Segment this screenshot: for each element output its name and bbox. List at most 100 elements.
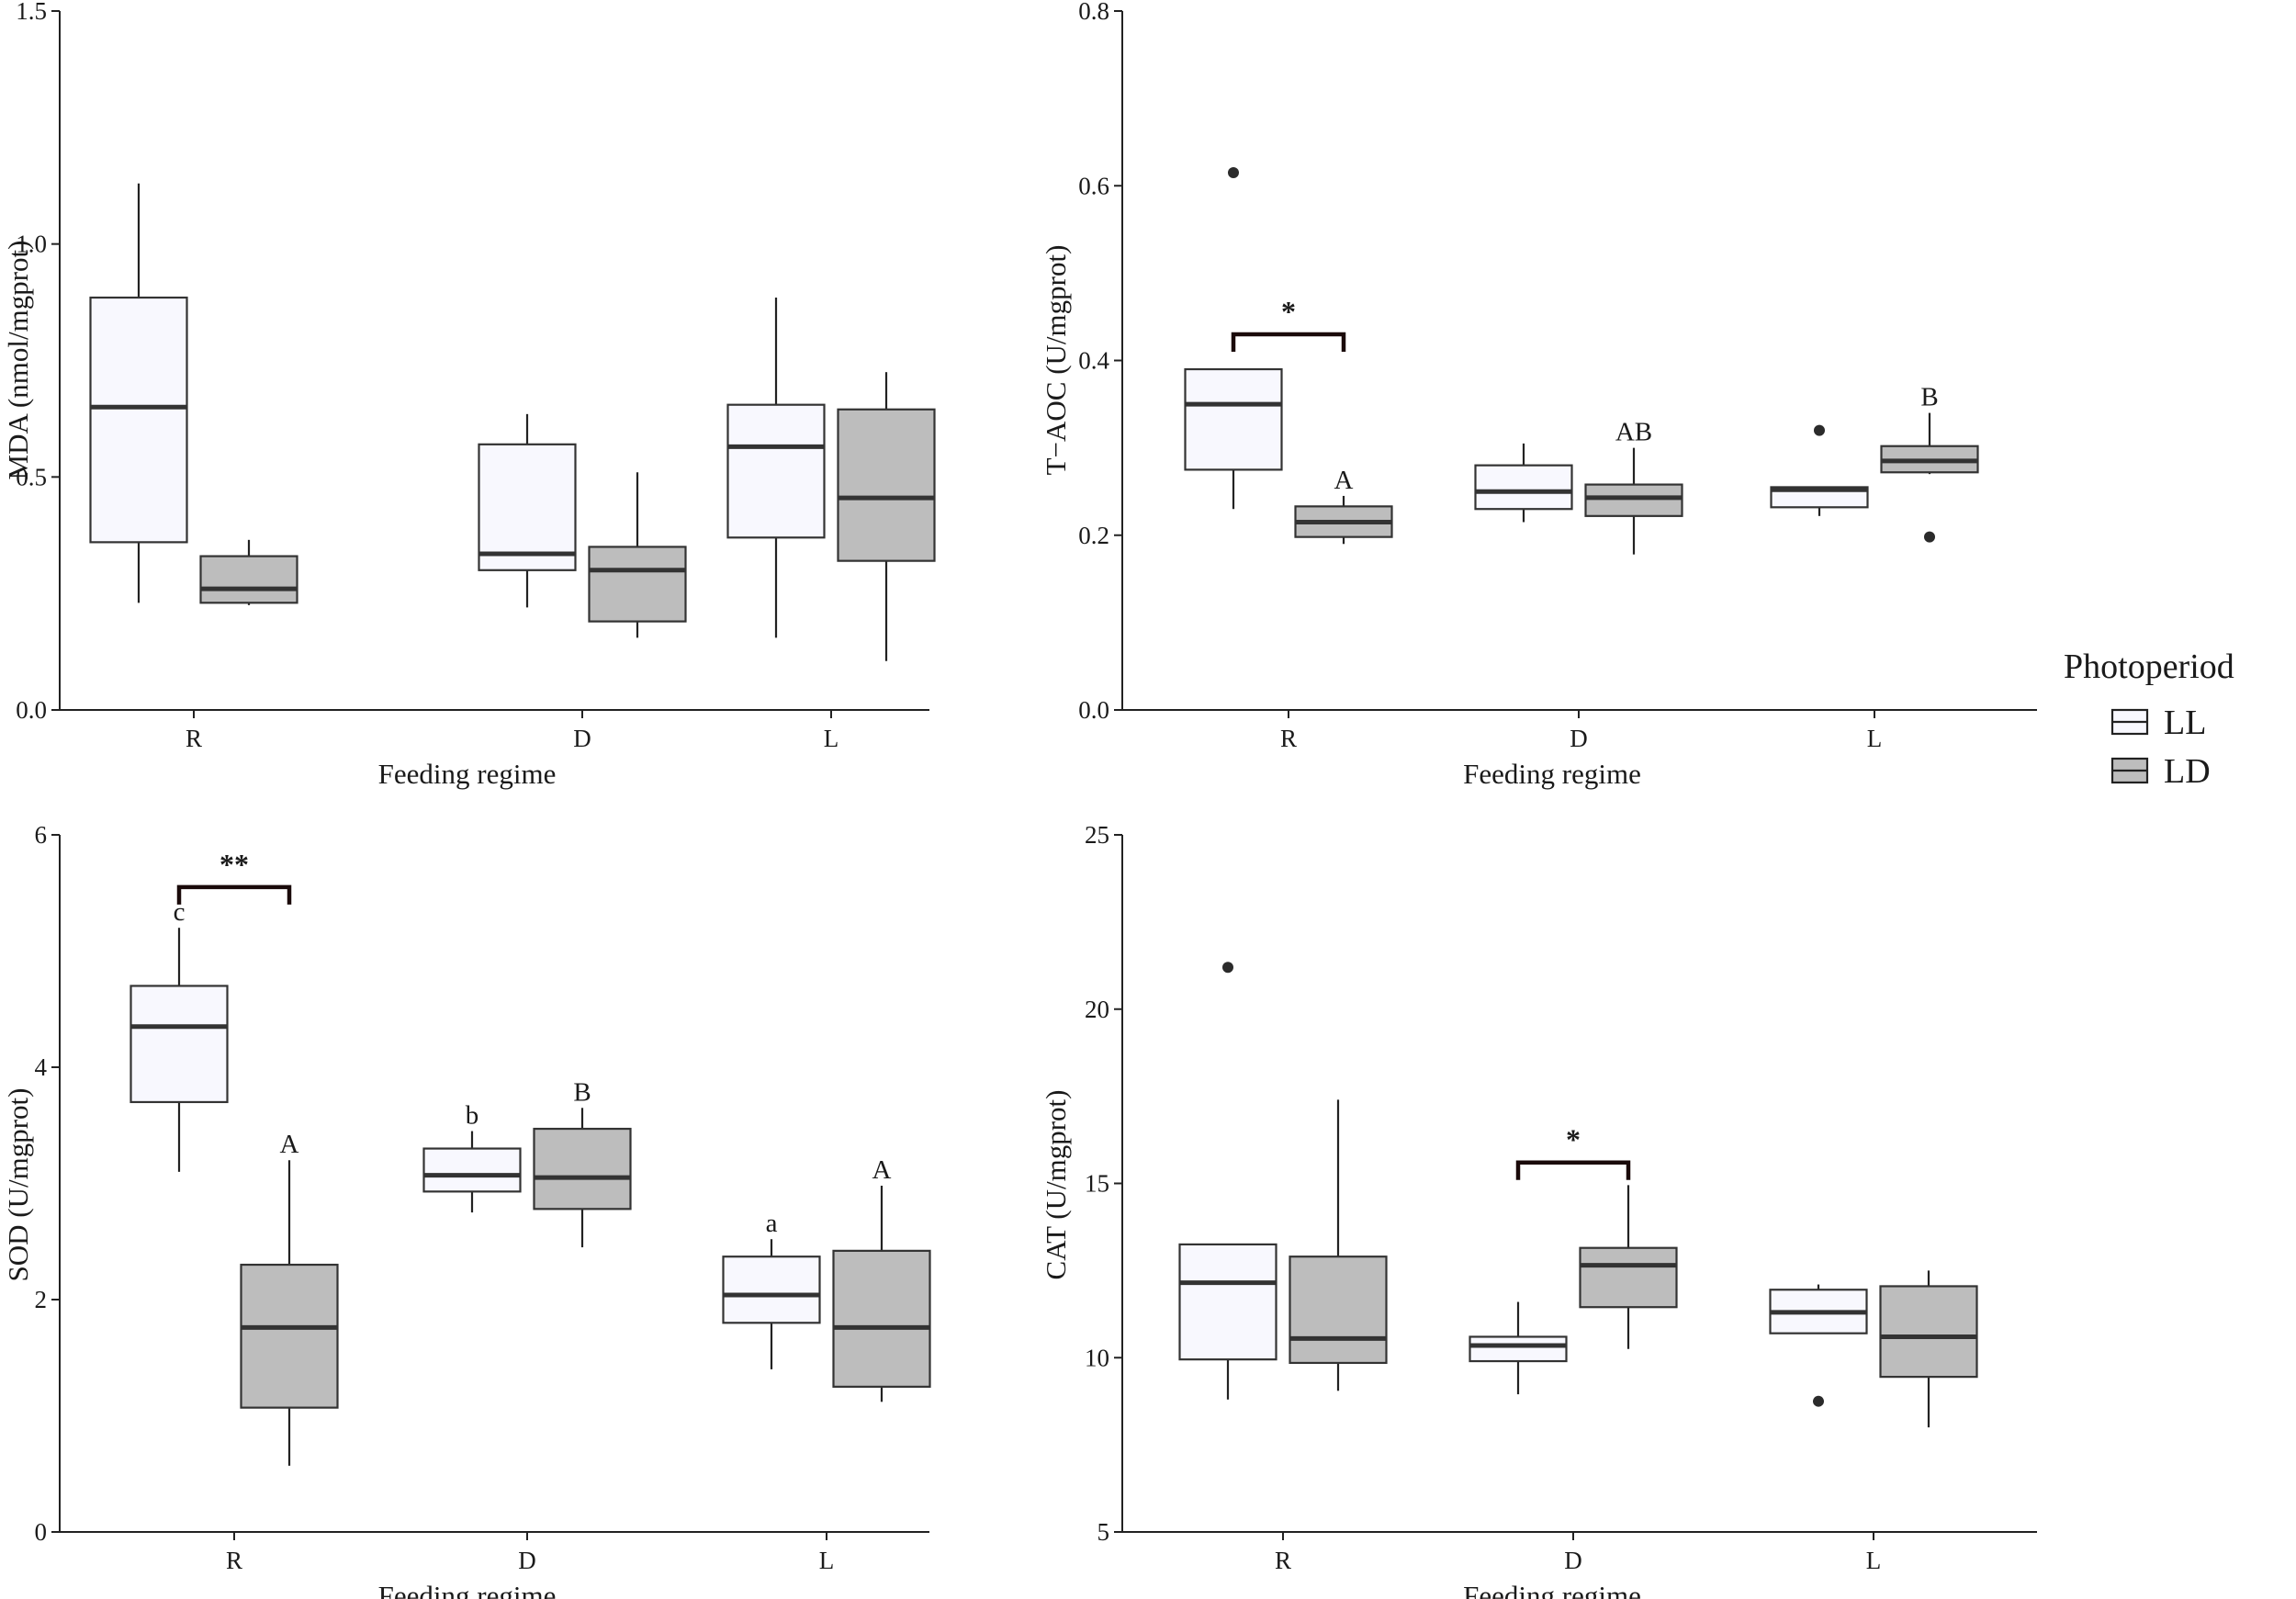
box-ll-l — [1769, 1284, 1868, 1407]
significance-letter: b — [466, 1101, 479, 1131]
significance-letter: A — [280, 1130, 299, 1159]
outlier-point — [1813, 1395, 1824, 1407]
box-iqr — [129, 985, 229, 1104]
box-ll-l — [722, 1239, 821, 1369]
box-iqr — [89, 296, 188, 544]
box-iqr — [1579, 1246, 1678, 1309]
legend: Photoperiod LL LD — [2064, 647, 2234, 791]
y-tick-label: 15 — [1085, 1170, 1109, 1198]
box-ld-r — [199, 539, 298, 605]
panel-mda: 0.0 0.5 1.0 1.5 R D L Feeding regime MDA (nmol/m… — [2, 0, 936, 790]
x-axis-title: Feeding regime — [1463, 1580, 1641, 1599]
box-ld-d — [533, 1108, 632, 1248]
outlier-point — [1228, 166, 1239, 178]
significance-letter: a — [766, 1209, 778, 1238]
x-axis-title: Feeding regime — [378, 1580, 557, 1599]
box-iqr — [588, 546, 687, 623]
x-tick-label: D — [1564, 1547, 1582, 1574]
box-ll-r — [1178, 962, 1277, 1400]
y-tick-label: 0 — [35, 1518, 48, 1546]
box-iqr — [1770, 486, 1869, 509]
x-axis-title: Feeding regime — [1463, 758, 1641, 790]
y-tick-label: 6 — [35, 821, 48, 849]
box-ld-d — [1584, 447, 1683, 555]
y-tick-label: 10 — [1085, 1344, 1109, 1371]
y-tick-label: 25 — [1085, 821, 1109, 849]
box-ll-d — [478, 413, 577, 608]
box-iqr — [533, 1127, 632, 1211]
box-iqr — [240, 1263, 339, 1409]
y-tick-label: 0.2 — [1078, 522, 1109, 549]
y-tick-label: 0.0 — [1078, 696, 1109, 724]
panel-sod: 0 2 4 6 R D L Feeding regime SOD (U/mgprot) c b a A B… — [2, 821, 931, 1599]
box-iqr — [832, 1249, 931, 1388]
y-tick-label: 5 — [1097, 1518, 1110, 1546]
box-iqr — [1178, 1243, 1277, 1361]
y-tick-label: 1.0 — [16, 231, 47, 258]
box-iqr — [1289, 1256, 1388, 1365]
y-tick-label: 0.6 — [1078, 172, 1109, 199]
y-tick-label: 0.5 — [16, 463, 47, 490]
y-axis-title: SOD (U/mgprot) — [2, 1088, 34, 1282]
box-ll-d — [1474, 443, 1573, 523]
box-ld-l — [1879, 1270, 1978, 1428]
box-ld-r — [1289, 1099, 1388, 1391]
significance-stars: ** — [219, 848, 249, 881]
x-tick-label: L — [819, 1547, 835, 1574]
box-ll-d — [422, 1131, 522, 1213]
significance-letter: c — [174, 897, 186, 927]
box-iqr — [422, 1147, 522, 1193]
box-ld-r — [240, 1160, 339, 1466]
outlier-point — [1924, 531, 1935, 543]
outlier-point — [1222, 962, 1233, 974]
box-ll-r — [89, 183, 188, 603]
significance-bracket — [1515, 1160, 1631, 1180]
box-ld-r — [1294, 495, 1393, 545]
box-iqr — [1474, 464, 1573, 511]
x-tick-label: D — [518, 1547, 536, 1574]
y-axis-title: T−AOC (U/mgprot) — [1040, 245, 1072, 476]
box-iqr — [1584, 483, 1683, 517]
box-ld-l — [1880, 412, 1979, 543]
y-tick-label: 20 — [1085, 996, 1109, 1023]
significance-letter: A — [872, 1155, 892, 1185]
significance-stars: * — [1566, 1123, 1581, 1156]
box-iqr — [1469, 1335, 1568, 1363]
box-iqr — [1184, 367, 1283, 471]
legend-title: Photoperiod — [2064, 647, 2234, 686]
panel-cat: 5 10 15 20 25 R D L Feeding regime CAT (U/mgprot)… — [1040, 821, 2037, 1599]
box-ld-l — [837, 372, 936, 661]
x-tick-label: D — [573, 725, 591, 752]
box-iqr — [1879, 1285, 1978, 1379]
y-tick-label: 0.8 — [1078, 0, 1109, 25]
outlier-point — [1814, 424, 1825, 436]
significance-bracket — [1231, 332, 1346, 352]
significance-letter: AB — [1615, 418, 1652, 447]
x-tick-label: R — [186, 725, 202, 752]
y-tick-label: 0.4 — [1078, 347, 1109, 375]
box-ld-l — [832, 1186, 931, 1402]
box-iqr — [478, 443, 577, 571]
x-tick-label: R — [1275, 1547, 1291, 1574]
panel-t-aoc: 0.0 0.2 0.4 0.6 0.8 R D L Feeding regime T−AOC (U… — [1040, 0, 2037, 790]
x-tick-label: L — [1867, 725, 1883, 752]
box-ll-l — [726, 298, 826, 638]
y-tick-label: 0.0 — [16, 696, 47, 724]
x-tick-label: R — [226, 1547, 242, 1574]
x-axis-title: Feeding regime — [378, 758, 557, 790]
x-tick-label: D — [1570, 725, 1588, 752]
box-iqr — [837, 408, 936, 562]
y-axis-title: CAT (U/mgprot) — [1040, 1090, 1072, 1280]
box-ll-r — [129, 928, 229, 1172]
significance-letter: B — [573, 1077, 591, 1107]
x-tick-label: L — [824, 725, 839, 752]
legend-label-ld: LD — [2164, 752, 2211, 791]
significance-stars: * — [1281, 295, 1296, 328]
box-ld-d — [588, 472, 687, 638]
box-ll-r — [1184, 166, 1283, 510]
significance-bracket — [176, 884, 292, 905]
significance-letter: A — [1334, 466, 1354, 495]
y-tick-label: 1.5 — [16, 0, 47, 25]
y-axis-title: MDA (nmol/mgprot) — [2, 241, 34, 480]
